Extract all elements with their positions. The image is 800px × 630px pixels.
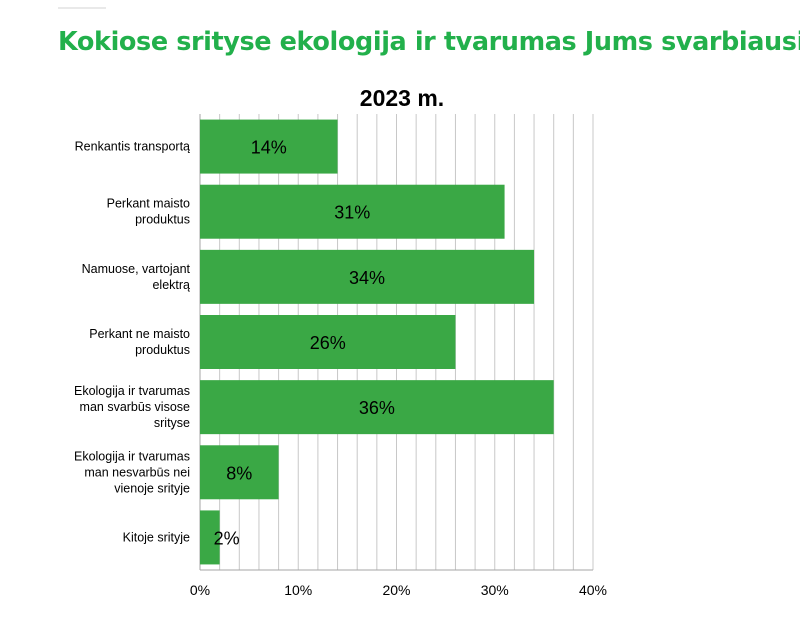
category-label: Namuose, vartojant elektrą bbox=[82, 262, 191, 292]
x-tick-label: 20% bbox=[382, 582, 410, 598]
bar bbox=[200, 445, 279, 500]
x-tick-label: 30% bbox=[481, 582, 509, 598]
data-label: 36% bbox=[359, 398, 395, 418]
chart-title: 2023 m. bbox=[360, 85, 444, 111]
data-label: 14% bbox=[251, 138, 287, 158]
data-label: 26% bbox=[310, 333, 346, 353]
data-label: 2% bbox=[214, 528, 240, 548]
bars bbox=[200, 119, 554, 565]
category-label: Perkant ne maisto produktus bbox=[89, 327, 190, 357]
category-label: Kitoje srityje bbox=[123, 530, 190, 544]
x-tick-label: 0% bbox=[190, 582, 210, 598]
data-label: 31% bbox=[334, 203, 370, 223]
bar bbox=[200, 249, 535, 304]
bar bbox=[200, 380, 554, 435]
x-tick-label: 10% bbox=[284, 582, 312, 598]
bar bbox=[200, 184, 505, 239]
category-label: Ekologija ir tvarumas man svarbūs visose s… bbox=[74, 384, 190, 430]
data-label: 34% bbox=[349, 268, 385, 288]
data-labels: 14% 31% 34% 26% 36% 8% 2% bbox=[214, 138, 395, 549]
data-label: 8% bbox=[226, 463, 252, 483]
page-title: Kokiose srityse ekologija ir tvarumas Ju… bbox=[58, 27, 800, 57]
category-labels: Renkantis transportą Perkant maisto produk… bbox=[74, 140, 191, 545]
x-axis-ticks: 0% 10% 20% 30% 40% bbox=[190, 582, 607, 598]
bar bbox=[200, 119, 338, 174]
category-label: Perkant maisto produktus bbox=[107, 197, 190, 227]
top-accent-line bbox=[58, 7, 106, 9]
bar bbox=[200, 315, 456, 369]
category-label: Ekologija ir tvarumas man nesvarbūs nei vi… bbox=[74, 449, 190, 495]
x-tick-label: 40% bbox=[579, 582, 607, 598]
bar bbox=[200, 510, 220, 565]
category-label: Renkantis transportą bbox=[75, 140, 190, 154]
